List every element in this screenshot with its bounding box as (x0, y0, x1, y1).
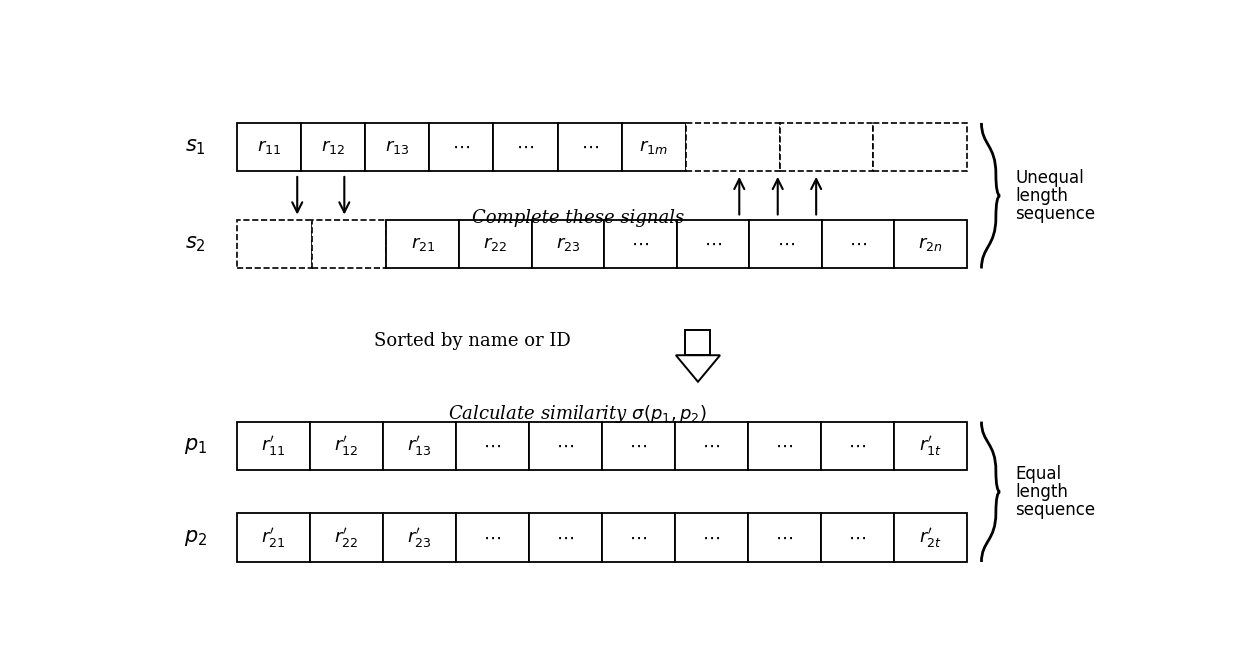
Text: sequence: sequence (1016, 205, 1095, 223)
Text: $\cdots$: $\cdots$ (484, 529, 501, 547)
Text: $r_{12}^{\prime}$: $r_{12}^{\prime}$ (334, 434, 358, 458)
Text: $\cdots$: $\cdots$ (557, 437, 574, 455)
Text: $r_{13}^{\prime}$: $r_{13}^{\prime}$ (407, 434, 432, 458)
Text: Sorted by name or ID: Sorted by name or ID (373, 332, 570, 350)
Bar (387, 220, 459, 269)
Text: $\cdots$: $\cdots$ (630, 529, 647, 547)
Bar (822, 220, 894, 269)
Text: $r_{2n}$: $r_{2n}$ (919, 235, 944, 253)
Text: $\cdots$: $\cdots$ (776, 235, 795, 253)
Bar (601, 422, 675, 470)
Bar (237, 220, 311, 269)
Bar (675, 513, 748, 562)
Bar (237, 513, 310, 562)
Text: $\cdots$: $\cdots$ (702, 529, 720, 547)
Bar (821, 513, 894, 562)
Text: $\cdots$: $\cdots$ (631, 235, 650, 253)
Bar (675, 422, 748, 470)
Bar (748, 422, 821, 470)
Bar (237, 123, 301, 172)
Text: $r_{11}$: $r_{11}$ (257, 138, 281, 156)
Text: Complete these signals: Complete these signals (471, 210, 684, 227)
Bar (528, 422, 601, 470)
Bar (310, 513, 383, 562)
Text: $r_{11}^{\prime}$: $r_{11}^{\prime}$ (262, 434, 285, 458)
Text: length: length (1016, 483, 1068, 501)
Text: $\cdots$: $\cdots$ (453, 138, 470, 156)
Bar (604, 220, 677, 269)
Text: $s_1$: $s_1$ (185, 137, 206, 157)
Bar (528, 513, 601, 562)
Bar (301, 123, 365, 172)
Bar (456, 513, 528, 562)
Bar (677, 220, 749, 269)
Text: Unequal: Unequal (1016, 169, 1084, 187)
Bar (780, 123, 873, 172)
Bar (894, 220, 967, 269)
Text: sequence: sequence (1016, 501, 1095, 518)
Text: $\cdots$: $\cdots$ (775, 437, 794, 455)
Bar (494, 123, 558, 172)
Text: $r_{23}^{\prime}$: $r_{23}^{\prime}$ (407, 526, 432, 550)
Text: $r_{13}$: $r_{13}$ (384, 138, 409, 156)
Bar (621, 123, 686, 172)
Bar (310, 422, 383, 470)
Text: $r_{1m}$: $r_{1m}$ (640, 138, 668, 156)
Bar (456, 422, 528, 470)
Text: $r_{21}$: $r_{21}$ (410, 235, 435, 253)
Bar (748, 513, 821, 562)
Text: $r_{1t}^{\prime}$: $r_{1t}^{\prime}$ (919, 434, 942, 458)
Bar (873, 123, 967, 172)
Bar (237, 422, 310, 470)
Text: $\cdots$: $\cdots$ (630, 437, 647, 455)
Text: $\cdots$: $\cdots$ (557, 529, 574, 547)
Bar (686, 330, 711, 355)
Bar (311, 220, 387, 269)
Bar (532, 220, 604, 269)
Bar (429, 123, 494, 172)
Bar (365, 123, 429, 172)
Text: $\cdots$: $\cdots$ (484, 437, 501, 455)
Text: $r_{2t}^{\prime}$: $r_{2t}^{\prime}$ (919, 526, 942, 550)
Text: $s_2$: $s_2$ (185, 234, 206, 254)
Bar (749, 220, 822, 269)
Text: $p_2$: $p_2$ (184, 528, 207, 548)
Text: $r_{23}$: $r_{23}$ (556, 235, 580, 253)
Bar (821, 422, 894, 470)
Text: $\cdots$: $\cdots$ (704, 235, 722, 253)
Bar (686, 123, 780, 172)
Bar (383, 422, 456, 470)
Text: Equal: Equal (1016, 465, 1061, 483)
Text: $\cdots$: $\cdots$ (580, 138, 599, 156)
Text: $\cdots$: $\cdots$ (849, 235, 867, 253)
Bar (894, 422, 967, 470)
Text: $\cdots$: $\cdots$ (848, 529, 867, 547)
Text: $\cdots$: $\cdots$ (702, 437, 720, 455)
Text: $\cdots$: $\cdots$ (848, 437, 867, 455)
Bar (383, 513, 456, 562)
Polygon shape (676, 355, 720, 382)
Bar (894, 513, 967, 562)
Text: $r_{22}$: $r_{22}$ (484, 235, 507, 253)
Text: $r_{22}^{\prime}$: $r_{22}^{\prime}$ (334, 526, 358, 550)
Bar (459, 220, 532, 269)
Bar (558, 123, 621, 172)
Text: $\cdots$: $\cdots$ (775, 529, 794, 547)
Text: $\cdots$: $\cdots$ (516, 138, 534, 156)
Text: length: length (1016, 187, 1068, 205)
Text: $p_1$: $p_1$ (184, 436, 207, 456)
Bar (601, 513, 675, 562)
Text: Calculate similarity $\sigma(p_1, p_2)$: Calculate similarity $\sigma(p_1, p_2)$ (449, 403, 707, 425)
Text: $r_{21}^{\prime}$: $r_{21}^{\prime}$ (262, 526, 285, 550)
Text: $r_{12}$: $r_{12}$ (321, 138, 345, 156)
